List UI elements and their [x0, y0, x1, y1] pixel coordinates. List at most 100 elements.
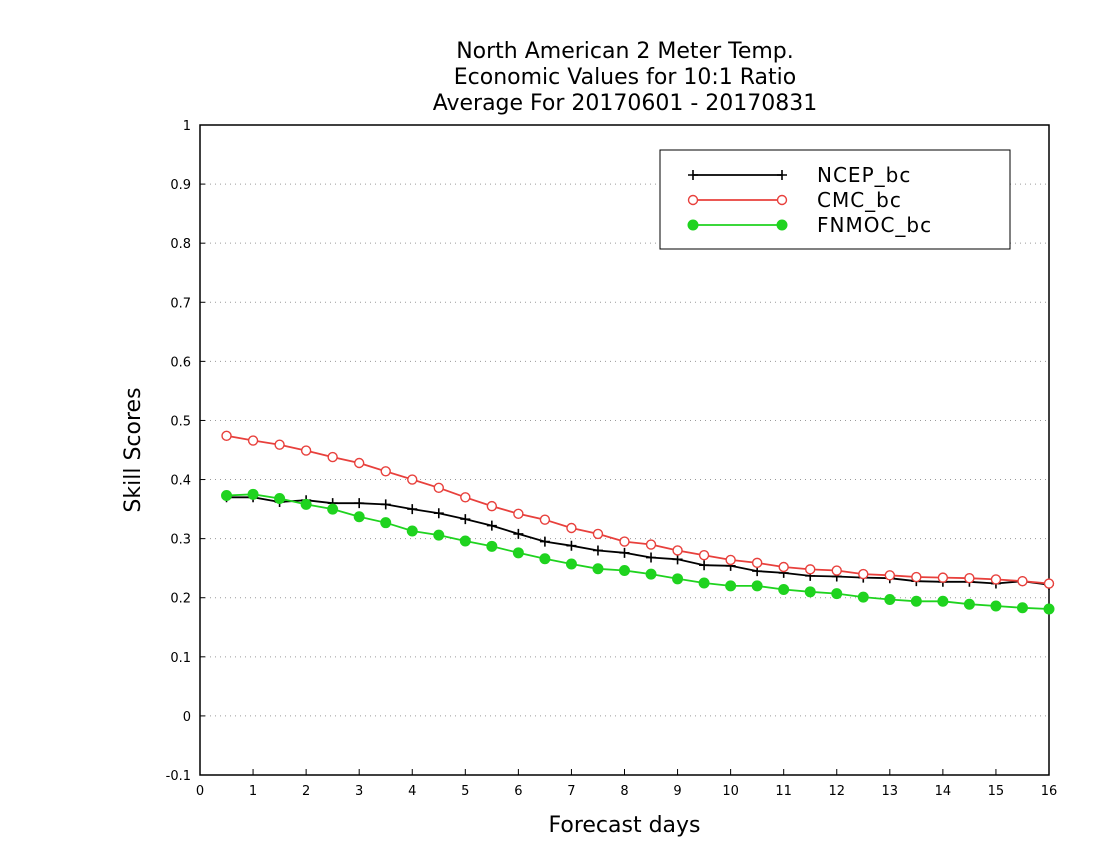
x-tick-label: 3 — [355, 784, 363, 799]
data-point — [460, 492, 471, 503]
data-point — [778, 583, 790, 595]
data-point — [619, 547, 630, 558]
legend-item-CMC_bc: CMC_bc — [687, 188, 901, 212]
x-tick-label: 12 — [828, 784, 845, 799]
data-point — [698, 549, 710, 561]
data-point — [539, 553, 551, 565]
legend-item-FNMOC_bc: FNMOC_bc — [687, 213, 932, 237]
data-point — [247, 488, 259, 500]
data-point — [884, 594, 896, 605]
legend-marker — [688, 170, 698, 180]
data-point — [274, 439, 285, 450]
data-point — [725, 554, 736, 566]
series-NCEP_bc — [221, 492, 1054, 590]
data-point — [698, 577, 710, 589]
y-tick-label: 0.6 — [170, 355, 191, 370]
data-point — [221, 490, 233, 501]
x-tick-label: 2 — [302, 784, 310, 799]
data-point — [327, 503, 339, 515]
x-tick-label: 7 — [567, 784, 575, 799]
data-point — [911, 571, 922, 583]
data-point — [354, 498, 365, 509]
data-point — [1043, 578, 1055, 589]
data-point — [380, 466, 391, 477]
data-point — [513, 528, 524, 539]
data-point — [592, 528, 604, 540]
data-point — [486, 540, 498, 552]
data-point — [963, 598, 975, 610]
legend-marker — [776, 194, 788, 206]
x-tick-label: 1 — [249, 784, 257, 799]
data-point — [380, 517, 392, 529]
x-tick-label: 0 — [196, 784, 204, 799]
x-tick-label: 11 — [775, 784, 792, 799]
title-line-2: Economic Values for 10:1 Ratio — [454, 65, 796, 90]
y-tick-label: 0.7 — [170, 296, 191, 311]
data-point — [592, 563, 604, 575]
data-point — [672, 545, 683, 556]
data-point — [247, 435, 259, 446]
y-axis-label: Skill Scores — [121, 387, 146, 512]
data-point — [566, 522, 577, 534]
data-point — [486, 500, 498, 512]
data-point — [486, 520, 497, 531]
data-point — [460, 514, 471, 525]
x-tick-label: 5 — [461, 784, 469, 799]
y-tick-label: 0.3 — [170, 533, 191, 548]
data-point — [964, 573, 975, 584]
data-point — [751, 557, 763, 569]
legend-marker — [777, 170, 787, 180]
data-point — [672, 573, 684, 585]
y-tick-label: 0.1 — [170, 651, 191, 666]
data-point — [353, 457, 365, 469]
data-point — [699, 560, 710, 571]
x-tick-label: 9 — [673, 784, 681, 799]
data-point — [274, 492, 286, 504]
x-axis-ticks: 0 1 2 3 4 5 6 7 8 9 10 11 12 13 14 15 16 — [196, 769, 1057, 799]
series-CMC_bc — [221, 430, 1055, 589]
data-point — [725, 580, 737, 592]
data-point — [221, 430, 232, 442]
x-tick-label: 15 — [988, 784, 1005, 799]
data-point — [459, 535, 471, 547]
title-line-3: Average For 20170601 - 20170831 — [433, 91, 818, 116]
y-tick-label: 0.8 — [170, 237, 191, 252]
y-axis-ticks: -0.1 0 0.1 0.2 0.3 0.4 0.5 0.6 0.7 0.8 0.9 1 — [166, 119, 205, 784]
data-point — [407, 504, 418, 515]
x-tick-label: 6 — [514, 784, 522, 799]
data-point — [327, 451, 338, 463]
series-FNMOC_bc — [221, 488, 1055, 615]
data-point — [751, 580, 763, 592]
x-tick-label: 16 — [1041, 784, 1058, 799]
data-point — [512, 547, 524, 559]
data-point — [539, 536, 550, 547]
legend-label: NCEP_bc — [817, 163, 911, 187]
legend-marker — [776, 219, 788, 231]
data-point — [857, 591, 869, 603]
data-point — [831, 588, 843, 600]
y-tick-label: 0.5 — [170, 414, 191, 429]
legend-label: FNMOC_bc — [817, 213, 932, 237]
legend-marker — [687, 194, 699, 206]
data-point — [300, 498, 312, 510]
series-line-CMC_bc — [226, 434, 1050, 585]
data-point — [937, 595, 949, 607]
x-tick-label: 14 — [935, 784, 952, 799]
data-point — [619, 536, 630, 547]
y-tick-label: 0.2 — [170, 592, 191, 607]
data-point — [433, 529, 445, 541]
data-point — [804, 586, 816, 598]
x-tick-label: 13 — [882, 784, 899, 799]
y-tick-label: -0.1 — [166, 769, 191, 784]
data-point — [433, 508, 444, 519]
data-point — [1017, 575, 1028, 587]
data-point — [619, 565, 630, 577]
data-point — [990, 574, 1002, 585]
data-point — [566, 540, 577, 551]
y-tick-label: 1 — [183, 119, 191, 134]
y-tick-label: 0 — [183, 710, 191, 725]
data-point — [407, 474, 418, 485]
chart-title: North American 2 Meter Temp.Economic Val… — [433, 39, 818, 116]
data-point — [778, 561, 789, 573]
